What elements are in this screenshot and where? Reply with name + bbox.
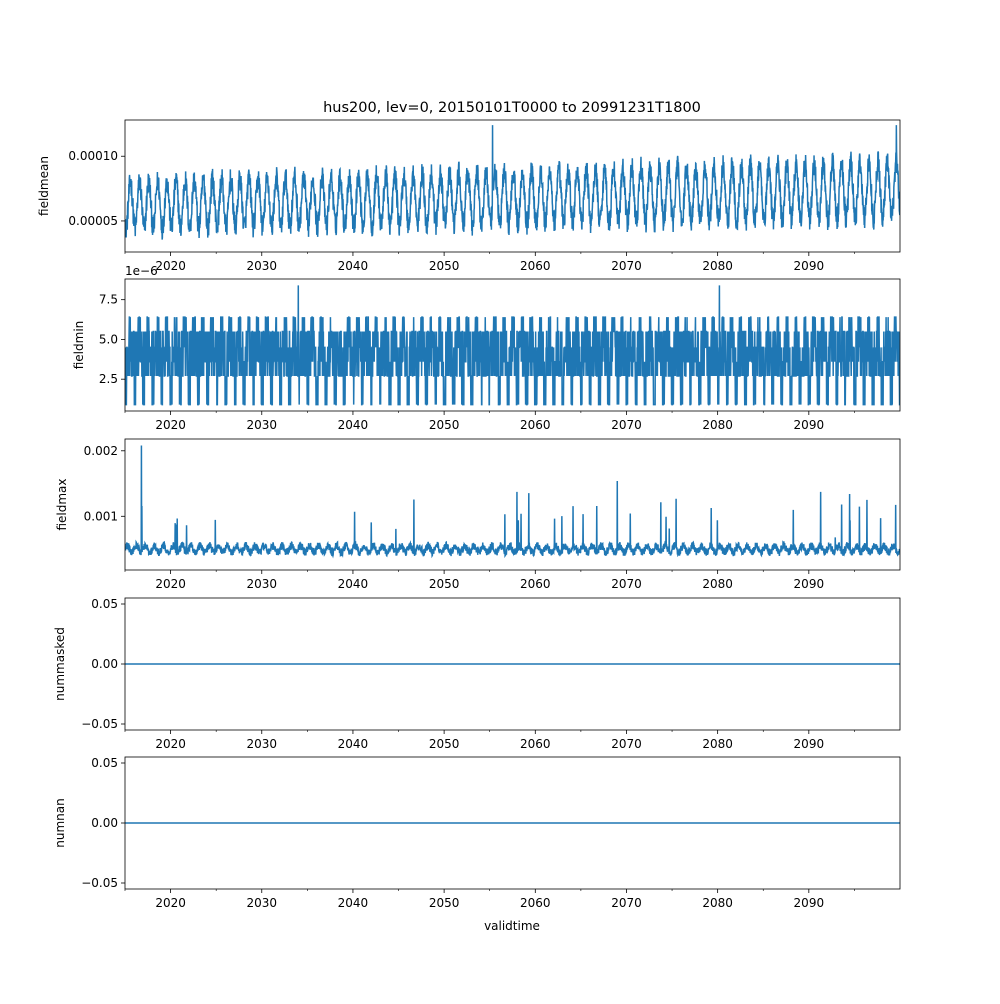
x-tick-label-fieldmean: 2050	[429, 259, 460, 273]
axes-frame-fieldmin	[124, 278, 901, 412]
axes-frame-fieldmax	[124, 438, 901, 571]
y-axis-label-fieldmin: fieldmin	[72, 321, 86, 370]
y-tick-label-fieldmin: 7.5	[99, 293, 118, 307]
y-tick-label-fieldmean: 0.00010	[68, 149, 118, 163]
series-line-fieldmin	[125, 285, 900, 406]
x-tick-label-nummasked: 2030	[246, 737, 277, 751]
y-axis-label-numnan: numnan	[53, 798, 67, 847]
x-tick-label-nummasked: 2060	[520, 737, 551, 751]
x-tick-label-nummasked: 2020	[155, 737, 186, 751]
x-tick-label-nummasked: 2070	[611, 737, 642, 751]
x-tick-label-fieldmean: 2080	[702, 259, 733, 273]
y-tick-label-fieldmax: 0.002	[84, 444, 118, 458]
panel-nummasked: 2020 2030 2040 2050 2060 2070 2080 2090 −0.05 0.0…	[53, 597, 901, 751]
y-axis-label-fieldmax: fieldmax	[55, 478, 69, 530]
x-tick-label-fieldmean: 2020	[155, 259, 186, 273]
axes-frame-fieldmean	[124, 119, 901, 253]
x-tick-label-fieldmax: 2050	[429, 577, 460, 591]
x-tick-label-fieldmax: 2060	[520, 577, 551, 591]
y-offset-text-fieldmin: 1e−6	[125, 264, 158, 278]
panel-fieldmin: 2020 2030 2040 2050 2060 2070 2080 2090 2.5 5.0 7.…	[72, 264, 901, 432]
x-tick-label-nummasked: 2080	[702, 737, 733, 751]
x-tick-label-fieldmin: 2020	[155, 418, 186, 432]
x-tick-label-fieldmean: 2070	[611, 259, 642, 273]
x-tick-label-fieldmin: 2030	[246, 418, 277, 432]
y-tick-label-numnan: 0.00	[91, 816, 118, 830]
x-tick-label-numnan: 2080	[702, 896, 733, 910]
x-tick-label-fieldmax: 2020	[155, 577, 186, 591]
y-tick-label-fieldmin: 5.0	[99, 332, 118, 346]
x-tick-label-fieldmean: 2060	[520, 259, 551, 273]
y-axis-label-fieldmean: fieldmean	[37, 156, 51, 216]
y-tick-label-fieldmin: 2.5	[99, 372, 118, 386]
x-tick-label-numnan: 2060	[520, 896, 551, 910]
panel-fieldmean: 2020 2030 2040 2050 2060 2070 2080 2090 0.00005 0…	[37, 119, 901, 273]
x-tick-label-nummasked: 2040	[338, 737, 369, 751]
x-tick-label-numnan: 2030	[246, 896, 277, 910]
panel-fieldmax: 2020 2030 2040 2050 2060 2070 2080 2090 0.001 0.0…	[55, 438, 901, 591]
y-tick-label-nummasked: −0.05	[81, 717, 118, 731]
chart-title: hus200, lev=0, 20150101T0000 to 20991231…	[323, 100, 701, 116]
x-tick-label-fieldmean: 2040	[338, 259, 369, 273]
x-tick-label-fieldmean: 2030	[246, 259, 277, 273]
x-tick-label-nummasked: 2090	[794, 737, 825, 751]
x-tick-label-numnan: 2070	[611, 896, 642, 910]
y-tick-label-fieldmax: 0.001	[84, 509, 118, 523]
series-line-fieldmean	[125, 125, 900, 240]
x-tick-label-fieldmin: 2070	[611, 418, 642, 432]
x-tick-label-fieldmax: 2070	[611, 577, 642, 591]
x-tick-label-fieldmin: 2050	[429, 418, 460, 432]
x-tick-label-fieldmax: 2080	[702, 577, 733, 591]
x-tick-label-numnan: 2040	[338, 896, 369, 910]
x-tick-label-nummasked: 2050	[429, 737, 460, 751]
x-tick-label-fieldmax: 2090	[794, 577, 825, 591]
y-tick-label-nummasked: 0.00	[91, 657, 118, 671]
x-tick-label-numnan: 2020	[155, 896, 186, 910]
x-axis-label: validtime	[484, 919, 540, 933]
y-tick-label-numnan: 0.05	[91, 756, 118, 770]
x-tick-label-fieldmean: 2090	[794, 259, 825, 273]
panel-numnan: 2020 2030 2040 2050 2060 2070 2080 2090 −0.05 0.0…	[53, 756, 901, 910]
y-axis-label-nummasked: nummasked	[53, 627, 67, 701]
x-tick-label-fieldmax: 2040	[338, 577, 369, 591]
x-tick-label-fieldmax: 2030	[246, 577, 277, 591]
y-tick-label-nummasked: 0.05	[91, 597, 118, 611]
y-tick-label-numnan: −0.05	[81, 876, 118, 890]
x-tick-label-fieldmin: 2090	[794, 418, 825, 432]
x-tick-label-numnan: 2050	[429, 896, 460, 910]
series-line-fieldmax	[125, 445, 900, 559]
y-tick-label-fieldmean: 0.00005	[68, 214, 118, 228]
x-tick-label-fieldmin: 2080	[702, 418, 733, 432]
x-tick-label-numnan: 2090	[794, 896, 825, 910]
x-tick-label-fieldmin: 2040	[338, 418, 369, 432]
x-tick-label-fieldmin: 2060	[520, 418, 551, 432]
